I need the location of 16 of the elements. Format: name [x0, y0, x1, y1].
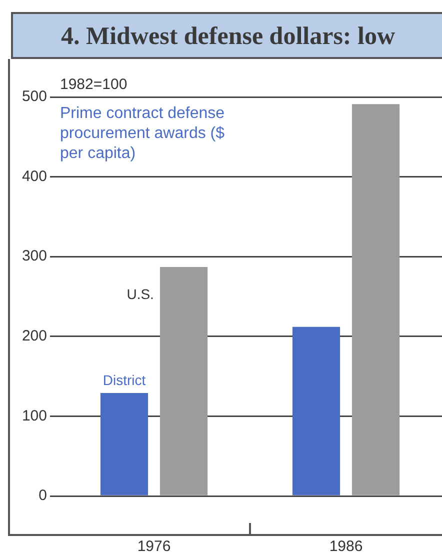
y-tick-label: 100 [22, 407, 47, 424]
series-label: District [102, 372, 146, 388]
y-tick-label: 0 [38, 487, 47, 504]
y-tick-label: 300 [22, 248, 47, 265]
y-axis-title: Prime contract defense procurement awards ($ per capita) [60, 105, 225, 162]
y-tick-label: 400 [22, 168, 47, 185]
bar [352, 104, 400, 496]
y-tick-label: 200 [22, 328, 47, 345]
x-tick-label: 1976 [137, 538, 171, 556]
bar [100, 393, 148, 496]
bar [292, 326, 340, 496]
text: 1982=100 [60, 76, 128, 93]
y-tick-label: 500 [22, 88, 47, 106]
bar [160, 266, 208, 496]
series-label: U.S. [126, 286, 154, 302]
x-tick-label: 1986 [329, 538, 363, 556]
